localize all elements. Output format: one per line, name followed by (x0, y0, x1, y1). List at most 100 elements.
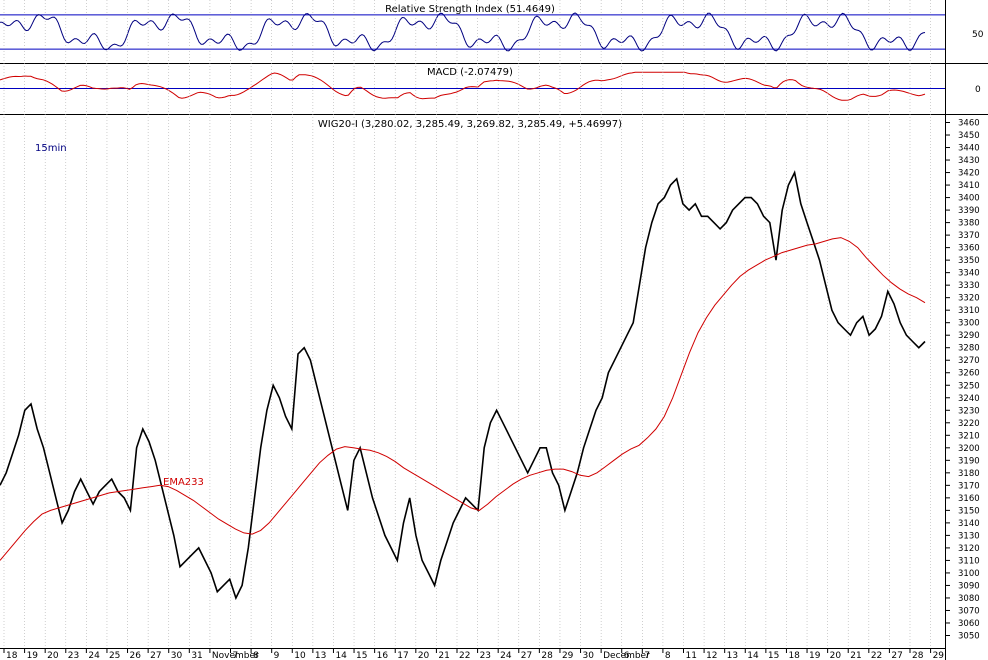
y-axis-tick-label: 3220 (958, 419, 980, 429)
y-axis-tick-label: 3070 (958, 606, 980, 616)
x-axis-tick-label: 13 (315, 651, 326, 660)
y-axis-tick-label: 3290 (958, 331, 980, 341)
y-axis-tick-label: 3100 (958, 569, 980, 579)
x-axis-tick-label: 29 (933, 651, 945, 660)
x-axis-tick-label: 27 (150, 651, 161, 660)
y-axis-tick-label: 3400 (958, 194, 980, 204)
y-axis-tick-label: 3260 (958, 369, 980, 379)
y-axis-tick-label: 3350 (958, 256, 980, 266)
price-line (0, 170, 926, 601)
x-axis-tick-label: 14 (335, 651, 347, 660)
x-axis-tick-label: 15 (356, 651, 367, 660)
x-axis-tick-label: 7 (644, 651, 650, 660)
y-axis-tick-label: 3150 (958, 506, 980, 516)
x-axis-tick-label: 21 (850, 651, 861, 660)
x-axis-tick-label: 29 (562, 651, 574, 660)
y-axis-tick-label: 3200 (958, 444, 980, 454)
y-axis-tick-label: 3120 (958, 544, 980, 554)
x-axis-tick-label: 25 (109, 651, 120, 660)
y-axis-tick-label: 3210 (958, 431, 980, 441)
y-axis-tick-label: 3360 (958, 244, 980, 254)
x-axis-tick-label: 19 (809, 651, 821, 660)
x-axis-tick-label: 13 (727, 651, 738, 660)
x-axis-tick-label: 15 (768, 651, 779, 660)
x-axis-tick-label: 18 (788, 651, 800, 660)
y-axis-tick-label: 3430 (958, 156, 980, 166)
y-axis-tick-label: 3130 (958, 531, 980, 541)
x-axis-tick-label: 28 (541, 651, 553, 660)
y-axis-tick-label: 3440 (958, 144, 980, 154)
x-axis-tick-label: 26 (130, 651, 142, 660)
x-axis-tick-label: 12 (706, 651, 717, 660)
rsi-line (0, 12, 926, 52)
x-axis-tick-label: 8 (253, 651, 259, 660)
y-axis-tick-label: 3080 (958, 594, 980, 604)
x-axis-tick-label: 20 (418, 651, 430, 660)
x-axis-tick-label: 10 (294, 651, 306, 660)
y-axis-tick-label: 3320 (958, 294, 980, 304)
x-axis-tick-label: 23 (480, 651, 491, 660)
x-axis-tick-label: 24 (88, 651, 100, 660)
y-axis-tick-label: 3240 (958, 394, 980, 404)
macd-line (0, 71, 926, 101)
x-axis-tick-label: 9 (274, 651, 280, 660)
x-axis-tick-label: 16 (377, 651, 389, 660)
timeframe-label: 15min (35, 143, 67, 154)
x-axis-tick-label: 18 (6, 651, 18, 660)
y-axis-tick-label: 3190 (958, 456, 980, 466)
x-axis-tick-label: 6 (624, 651, 630, 660)
x-axis-tick-label: 28 (912, 651, 924, 660)
rsi-tick-label: 50 (972, 30, 984, 40)
y-axis-tick-label: 3310 (958, 306, 980, 316)
y-axis-tick-label: 3050 (958, 631, 980, 641)
y-axis-tick-label: 3370 (958, 231, 980, 241)
y-axis-tick-label: 3300 (958, 319, 980, 329)
y-axis-tick-label: 3380 (958, 219, 980, 229)
rsi-title: Relative Strength Index (51.4649) (385, 4, 555, 15)
y-axis-tick-label: 3060 (958, 619, 980, 629)
x-axis-tick-label: 24 (500, 651, 512, 660)
x-axis-tick-label: 27 (521, 651, 532, 660)
y-axis-tick-label: 3460 (958, 119, 980, 129)
x-axis-tick-label: 31 (191, 651, 202, 660)
macd-title: MACD (-2.07479) (427, 67, 513, 78)
x-axis-tick-label: 11 (685, 651, 696, 660)
x-axis-tick-label: 30 (583, 651, 595, 660)
x-axis-tick-label: 8 (665, 651, 671, 660)
x-axis-tick-label: 21 (438, 651, 449, 660)
y-axis-tick-label: 3230 (958, 406, 980, 416)
y-axis-tick-label: 3140 (958, 519, 980, 529)
rsi-panel: Relative Strength Index (51.4649) 50 (0, 0, 984, 63)
x-axis-tick-label: November (212, 651, 259, 660)
y-axis-tick-label: 3250 (958, 381, 980, 391)
x-axis-tick-label: 20 (830, 651, 842, 660)
ema233-line (0, 237, 926, 561)
x-axis-tick-label: December (603, 651, 650, 660)
y-axis-tick-label: 3280 (958, 344, 980, 354)
rsi-background (0, 0, 945, 63)
price-title: WIG20-I (3,280.02, 3,285.49, 3,269.82, 3… (318, 119, 622, 130)
x-axis-tick-label: 19 (27, 651, 39, 660)
y-axis-tick-label: 3340 (958, 269, 980, 279)
y-axis-tick-label: 3090 (958, 581, 980, 591)
x-axis-tick-label: 23 (68, 651, 79, 660)
y-axis-tick-label: 3450 (958, 131, 980, 141)
y-axis-tick-label: 3420 (958, 169, 980, 179)
x-axis-tick-label: 27 (891, 651, 902, 660)
ema233-label: EMA233 (163, 477, 204, 488)
x-axis-tick-label: 17 (397, 651, 408, 660)
x-axis-tick-label: 20 (47, 651, 59, 660)
y-axis-tick-label: 3270 (958, 356, 980, 366)
y-axis-tick-label: 3180 (958, 469, 980, 479)
macd-panel: MACD (-2.07479) 0 (0, 67, 981, 101)
x-axis-tick-label: 30 (171, 651, 183, 660)
y-axis-tick-label: 3330 (958, 281, 980, 291)
macd-tick-label: 0 (975, 85, 981, 95)
y-axis-tick-label: 3390 (958, 206, 980, 216)
y-axis-tick-label: 3160 (958, 494, 980, 504)
y-axis-tick-label: 3110 (958, 556, 980, 566)
y-axis-tick-label: 3170 (958, 481, 980, 491)
x-axis-tick-label: 22 (459, 651, 470, 660)
